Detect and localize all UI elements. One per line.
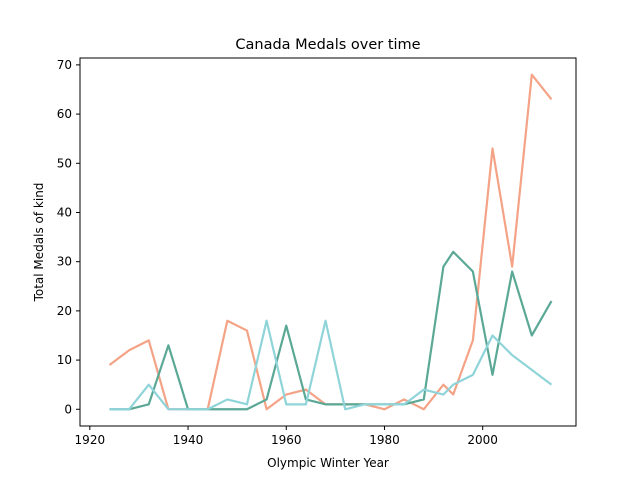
x-tick-label: 1960 [271, 433, 302, 447]
series-line-1 [108, 73, 553, 411]
y-tick-label: 30 [57, 255, 72, 269]
y-tick-label: 50 [57, 156, 72, 170]
y-tick-label: 0 [64, 402, 72, 416]
y-tick-label: 60 [57, 107, 72, 121]
y-tick-label: 70 [57, 58, 72, 72]
series-lines [108, 73, 553, 411]
x-tick-label: 1940 [173, 433, 204, 447]
y-axis: 0 10 20 30 40 50 60 70 [57, 58, 80, 416]
y-tick-label: 40 [57, 205, 72, 219]
y-axis-title: Total Medals of kind [32, 183, 46, 303]
y-tick-label: 10 [57, 353, 72, 367]
x-tick-label: 1980 [369, 433, 400, 447]
y-tick-label: 20 [57, 304, 72, 318]
plot-frame [79, 57, 577, 427]
series-line-2 [109, 250, 553, 411]
series-line-3 [109, 319, 553, 411]
x-tick-label: 1920 [75, 433, 106, 447]
x-axis: 1920 1940 1960 1980 2000 [75, 426, 498, 447]
x-axis-title: Olympic Winter Year [267, 456, 389, 470]
x-tick-label: 2000 [467, 433, 498, 447]
chart-title: Canada Medals over time [235, 37, 420, 53]
